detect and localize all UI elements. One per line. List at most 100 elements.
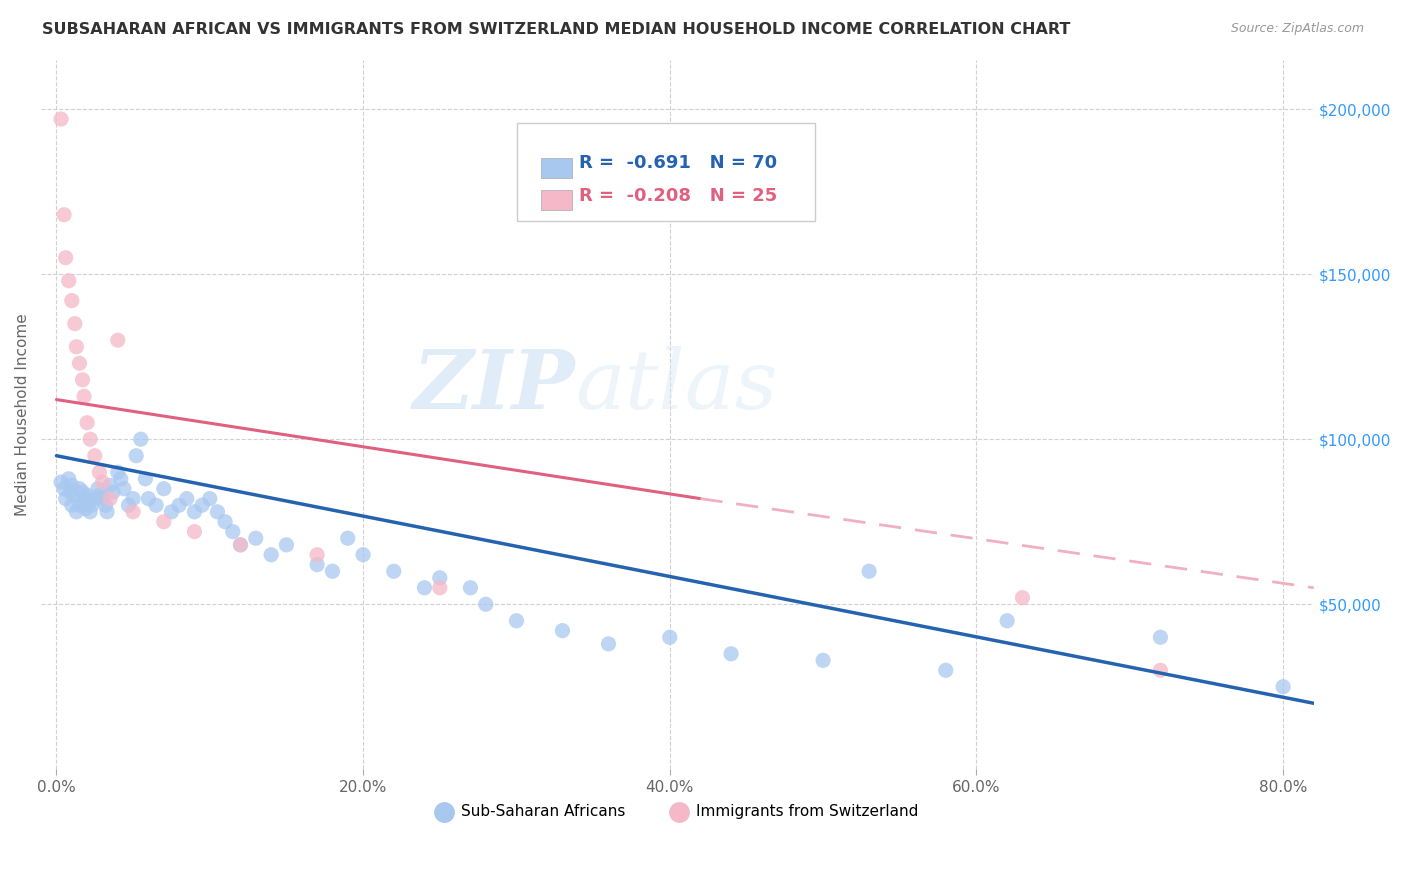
Point	[598, 637, 620, 651]
Point	[112, 482, 135, 496]
Point	[55, 251, 77, 265]
Point	[122, 491, 145, 506]
Text: atlas: atlas	[575, 346, 778, 426]
Point	[138, 491, 160, 506]
Point	[214, 515, 236, 529]
Y-axis label: Median Household Income: Median Household Income	[15, 313, 30, 516]
Point	[307, 558, 329, 572]
Point	[89, 488, 111, 502]
Point	[69, 498, 91, 512]
Point	[1272, 680, 1295, 694]
Point	[83, 491, 105, 506]
Point	[720, 647, 742, 661]
Point	[60, 293, 83, 308]
Point	[382, 564, 405, 578]
Point	[69, 356, 91, 370]
Point	[1149, 663, 1171, 677]
Point	[198, 491, 221, 506]
Point	[307, 548, 329, 562]
Point	[183, 505, 205, 519]
Legend: Sub-Saharan Africans, Immigrants from Switzerland: Sub-Saharan Africans, Immigrants from Sw…	[430, 798, 924, 825]
Point	[69, 482, 91, 496]
Point	[79, 432, 101, 446]
Point	[98, 478, 121, 492]
Point	[89, 465, 111, 479]
Point	[935, 663, 957, 677]
Point	[107, 333, 129, 347]
Point	[474, 597, 496, 611]
Point	[811, 653, 834, 667]
Point	[152, 515, 174, 529]
Point	[60, 478, 83, 492]
Point	[80, 498, 103, 512]
Point	[96, 505, 118, 519]
Point	[101, 485, 124, 500]
Point	[110, 472, 132, 486]
Point	[59, 485, 82, 500]
Point	[49, 475, 72, 489]
Point	[72, 485, 94, 500]
Point	[191, 498, 214, 512]
Text: R =  -0.691   N = 70: R = -0.691 N = 70	[579, 154, 778, 172]
Point	[98, 491, 121, 506]
Point	[429, 581, 451, 595]
Text: ZIP: ZIP	[413, 346, 575, 426]
Point	[65, 340, 87, 354]
Point	[183, 524, 205, 539]
Point	[53, 208, 76, 222]
Text: R =  -0.208   N = 25: R = -0.208 N = 25	[579, 186, 778, 204]
Point	[429, 571, 451, 585]
Point	[352, 548, 374, 562]
Point	[167, 498, 190, 512]
Point	[1011, 591, 1033, 605]
Point	[145, 498, 167, 512]
Point	[995, 614, 1018, 628]
Point	[413, 581, 436, 595]
Point	[83, 449, 105, 463]
Point	[505, 614, 527, 628]
Point	[276, 538, 298, 552]
Text: SUBSAHARAN AFRICAN VS IMMIGRANTS FROM SWITZERLAND MEDIAN HOUSEHOLD INCOME CORREL: SUBSAHARAN AFRICAN VS IMMIGRANTS FROM SW…	[42, 22, 1070, 37]
Point	[460, 581, 482, 595]
Point	[321, 564, 343, 578]
Point	[77, 495, 100, 509]
Point	[94, 498, 117, 512]
Point	[117, 498, 139, 512]
Point	[55, 491, 77, 506]
Point	[72, 373, 94, 387]
Point	[75, 501, 97, 516]
Point	[107, 465, 129, 479]
Point	[260, 548, 283, 562]
Point	[207, 505, 229, 519]
Point	[160, 505, 183, 519]
Point	[336, 531, 359, 545]
Point	[134, 472, 156, 486]
Point	[122, 505, 145, 519]
Point	[229, 538, 252, 552]
Point	[91, 475, 114, 489]
Point	[176, 491, 198, 506]
Point	[53, 482, 76, 496]
Point	[229, 538, 252, 552]
Point	[65, 505, 87, 519]
Point	[63, 488, 86, 502]
Point	[60, 498, 83, 512]
Point	[129, 432, 152, 446]
Point	[245, 531, 267, 545]
Point	[152, 482, 174, 496]
Text: Source: ZipAtlas.com: Source: ZipAtlas.com	[1230, 22, 1364, 36]
Point	[76, 488, 98, 502]
Point	[58, 472, 80, 486]
Point	[91, 491, 114, 506]
Point	[551, 624, 574, 638]
Point	[63, 317, 86, 331]
Point	[58, 274, 80, 288]
Point	[858, 564, 880, 578]
Point	[222, 524, 245, 539]
Point	[1149, 630, 1171, 644]
Point	[658, 630, 681, 644]
Point	[49, 112, 72, 126]
Point	[73, 491, 96, 506]
Point	[76, 416, 98, 430]
Point	[79, 505, 101, 519]
